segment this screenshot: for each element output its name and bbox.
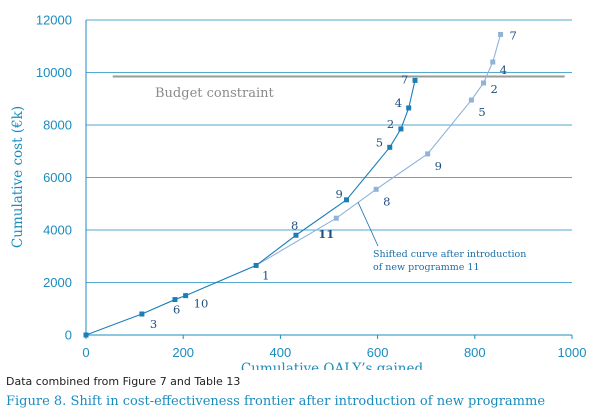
point-label-shifted-1: 11 — [318, 227, 334, 241]
point-label-original-8: 2 — [387, 117, 394, 131]
point-label-original-4: 1 — [262, 268, 269, 282]
gridlines — [86, 19, 572, 283]
point-original-1 — [139, 311, 145, 317]
x-tick-label-4: 800 — [464, 345, 486, 360]
x-axis-title: Cumulative QALY’s gained — [241, 361, 424, 370]
point-shifted-4 — [468, 97, 474, 103]
point-original-10 — [412, 77, 418, 83]
x-tick-label-1: 200 — [172, 345, 194, 360]
y-tick-label-5: 10000 — [36, 65, 72, 80]
point-label-original-6: 9 — [335, 187, 342, 201]
chart-svg: Budget constraint 0200040006000800010000… — [10, 13, 587, 371]
figure-caption: Figure 8. Shift in cost-effectiveness fr… — [6, 394, 546, 409]
x-tick-label-2: 400 — [270, 345, 292, 360]
budget-constraint-label: Budget constraint — [155, 86, 274, 101]
x-tick-label-0: 0 — [82, 345, 89, 360]
point-shifted-5 — [481, 80, 487, 86]
point-shifted-7 — [498, 31, 504, 37]
series-original: 3 6 10 1 8 9 524 7 — [83, 72, 418, 338]
point-original-8 — [398, 126, 404, 132]
point-label-shifted-3: 9 — [435, 159, 442, 173]
y-tick-label-4: 8000 — [43, 118, 72, 133]
annotation-leader-line — [357, 202, 379, 247]
point-original-9 — [406, 105, 412, 111]
point-original-2 — [172, 297, 178, 303]
point-original-6 — [343, 197, 349, 203]
annotation-text-line-2: of new programme 11 — [373, 262, 480, 273]
point-original-7 — [387, 144, 393, 150]
point-label-original-1: 3 — [150, 317, 157, 331]
series-line-shifted — [255, 34, 502, 266]
point-label-original-3: 10 — [194, 297, 209, 311]
point-label-shifted-5: 2 — [491, 82, 498, 96]
point-shifted-1 — [333, 215, 339, 221]
point-label-shifted-4: 5 — [478, 105, 485, 119]
y-tick-label-0: 0 — [65, 328, 72, 343]
point-label-original-7: 5 — [376, 135, 383, 149]
point-shifted-6 — [490, 59, 496, 65]
point-label-original-5: 8 — [291, 218, 298, 232]
point-original-4 — [253, 262, 259, 268]
annotation-text-line-1: Shifted curve after introduction — [373, 249, 526, 260]
point-label-original-2: 6 — [173, 303, 180, 317]
x-tick-label-3: 600 — [367, 345, 389, 360]
point-shifted-2 — [373, 186, 379, 192]
point-shifted-3 — [425, 151, 431, 157]
point-label-shifted-2: 8 — [383, 194, 390, 208]
point-label-original-9: 4 — [395, 96, 402, 110]
x-tick-label-5: 1000 — [558, 345, 587, 360]
series-line-original — [85, 80, 416, 336]
point-original-5 — [293, 232, 299, 238]
y-tick-label-3: 6000 — [43, 170, 72, 185]
y-axis-title: Cumulative cost (€k) — [10, 106, 26, 248]
point-label-original-10: 7 — [401, 72, 408, 86]
point-label-shifted-7: 7 — [510, 28, 517, 42]
annotation: Shifted curve after introduction of new … — [357, 202, 526, 273]
y-tick-label-2: 4000 — [43, 223, 72, 238]
budget-constraint: Budget constraint — [112, 75, 565, 101]
data-source-note: Data combined from Figure 7 and Table 13 — [6, 375, 241, 388]
point-original-0 — [83, 332, 89, 338]
point-original-3 — [183, 293, 189, 299]
axis-ticks: 0 2000 4000 6000 8000 10000 12000 0 200 400 600 800… — [36, 13, 587, 361]
y-tick-label-1: 2000 — [43, 275, 72, 290]
y-tick-label-6: 12000 — [36, 13, 72, 28]
point-label-shifted-6: 4 — [500, 63, 507, 77]
